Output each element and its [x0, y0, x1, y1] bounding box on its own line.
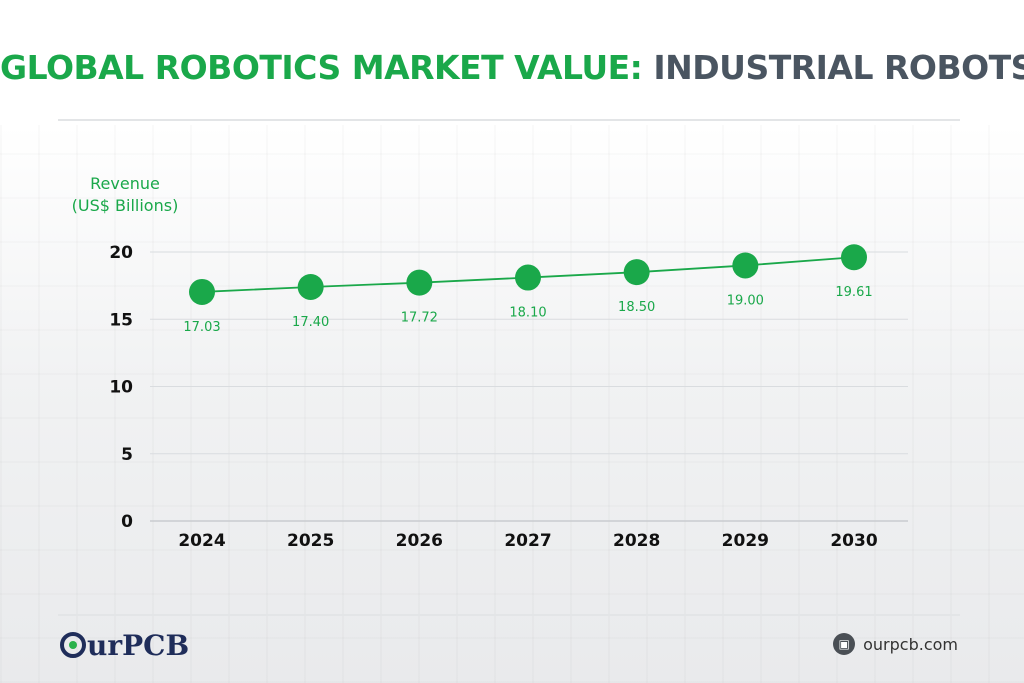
top-divider [58, 119, 960, 121]
title-part-green: GLOBAL ROBOTICS MARKET VALUE: [0, 48, 643, 87]
x-tick-label: 2030 [830, 531, 877, 551]
y-tick-label: 5 [121, 445, 133, 465]
website-link[interactable]: ▣ ourpcb.com [833, 633, 958, 655]
logo-text: urPCB [87, 628, 190, 662]
data-label: 18.10 [509, 306, 546, 321]
y-axis-label: Revenue (US$ Billions) [60, 173, 190, 217]
y-tick-label: 20 [109, 243, 133, 263]
data-point [515, 264, 541, 291]
title-part-gray: INDUSTRIAL ROBOTS [653, 48, 1024, 87]
y-tick-label: 10 [109, 378, 133, 398]
data-point [732, 252, 759, 279]
data-label: 19.00 [727, 293, 764, 308]
y-tick-label: 0 [121, 512, 133, 532]
chart-title: GLOBAL ROBOTICS MARKET VALUE: INDUSTRIAL… [0, 48, 1024, 87]
circuit-board-background [0, 125, 1024, 683]
y-axis-label-line1: Revenue [90, 174, 160, 193]
data-point [841, 244, 867, 271]
x-tick-label: 2026 [396, 531, 443, 551]
data-point [623, 259, 650, 286]
data-point [297, 273, 324, 300]
y-axis-label-line2: (US$ Billions) [71, 196, 179, 215]
data-label: 17.72 [401, 311, 438, 326]
bottom-divider [58, 614, 960, 616]
x-tick-label: 2028 [613, 531, 660, 551]
data-label: 18.50 [618, 300, 655, 315]
laptop-icon: ▣ [833, 633, 856, 655]
x-tick-label: 2029 [722, 531, 769, 551]
data-point [189, 278, 215, 305]
y-tick-label: 15 [109, 310, 133, 330]
website-text: ourpcb.com [863, 634, 958, 654]
x-tick-label: 2024 [178, 531, 225, 551]
x-tick-label: 2025 [287, 531, 334, 551]
data-label: 17.40 [292, 315, 329, 330]
data-label: 17.03 [183, 320, 220, 335]
x-tick-label: 2027 [504, 531, 551, 551]
data-label: 19.61 [835, 285, 872, 300]
ourpcb-logo[interactable]: urPCB [60, 628, 189, 662]
data-point [406, 269, 433, 296]
logo-ring-icon [60, 632, 86, 658]
